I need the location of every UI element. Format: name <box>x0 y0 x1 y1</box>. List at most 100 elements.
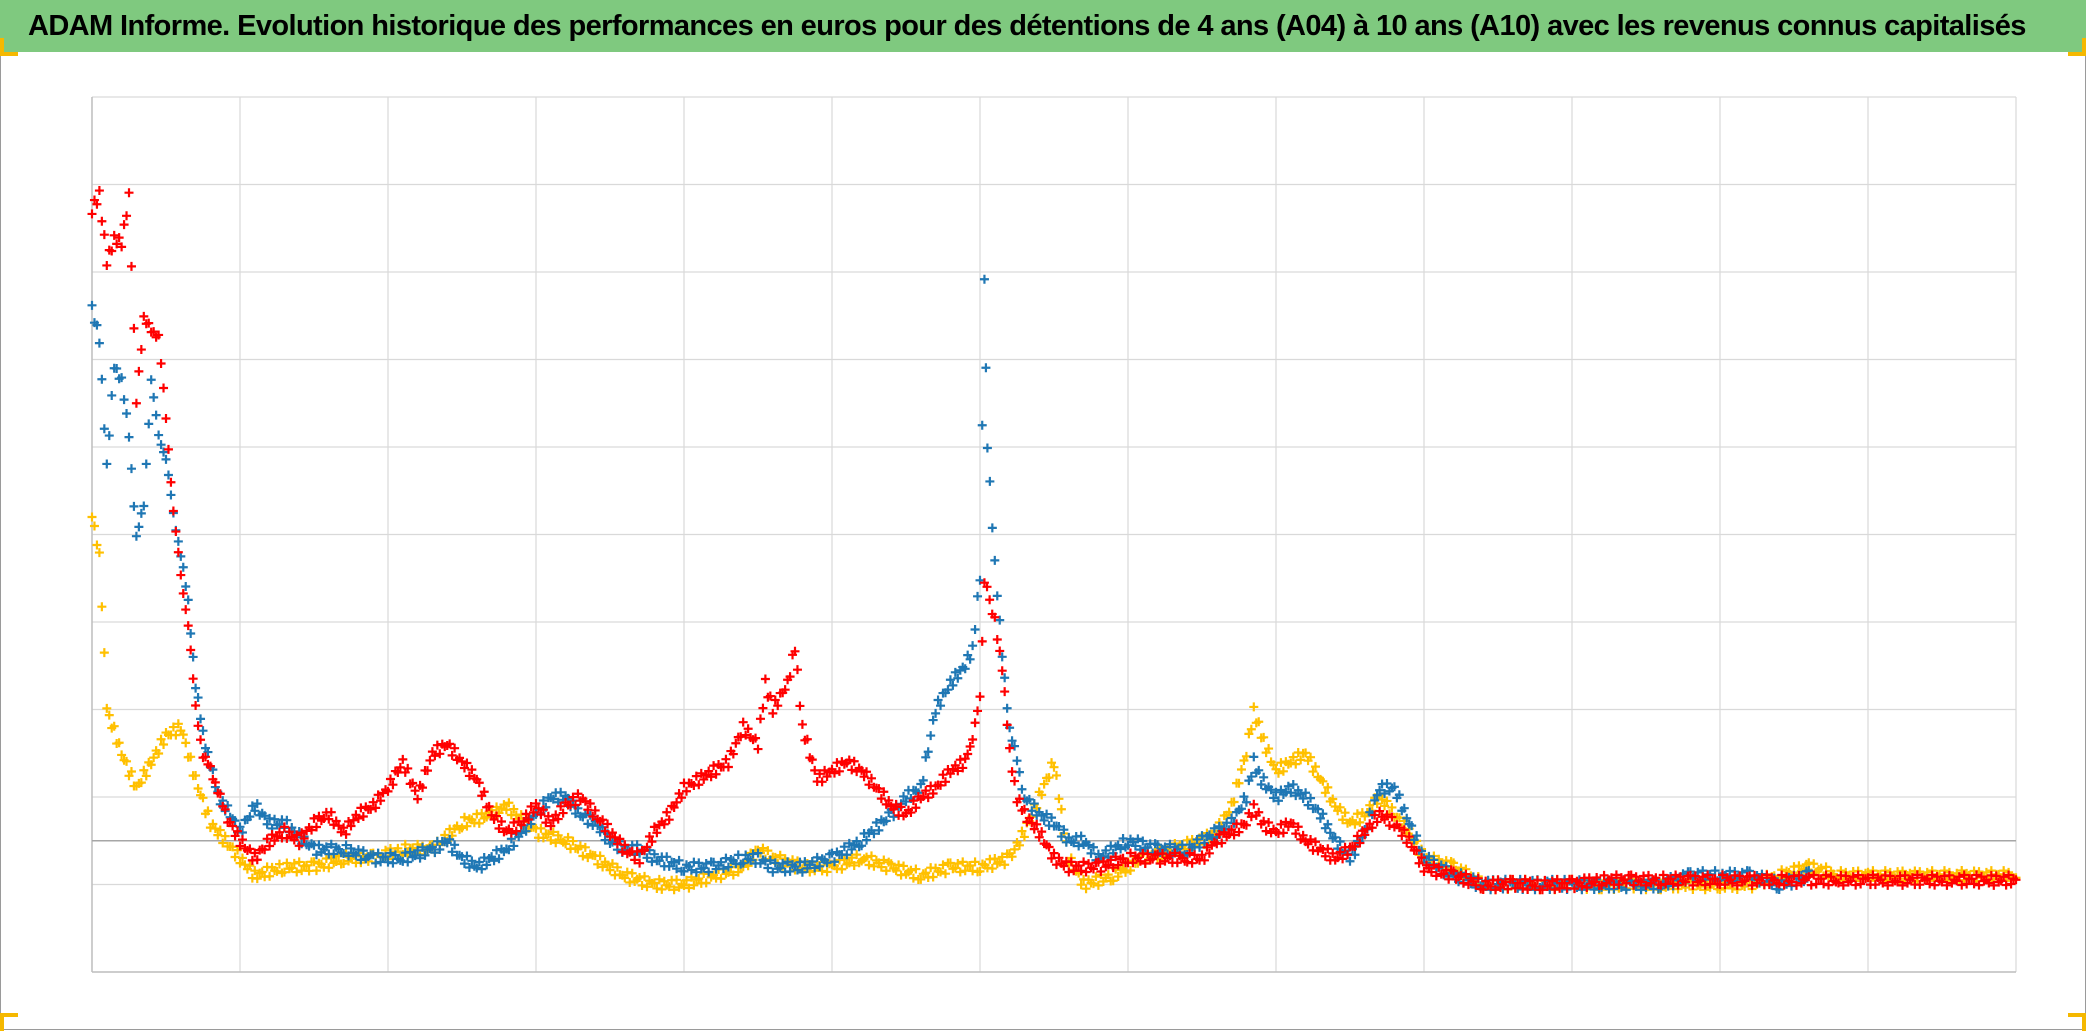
data-point-interp <box>820 765 830 775</box>
data-point-interp <box>447 750 457 760</box>
data-point <box>1256 779 1266 789</box>
data-point-interp <box>166 490 176 500</box>
data-point <box>1005 743 1015 753</box>
data-point-interp <box>1569 884 1579 894</box>
data-point-interp <box>292 867 302 877</box>
data-point-interp <box>802 734 812 744</box>
data-point <box>797 867 807 877</box>
data-point <box>649 849 659 859</box>
data-point-interp <box>1747 880 1757 890</box>
data-point-interp <box>812 852 822 862</box>
data-point-interp <box>210 777 220 787</box>
data-point-interp <box>504 845 514 855</box>
data-point-interp <box>1032 819 1042 829</box>
data-point-interp <box>112 363 122 373</box>
data-point-interp <box>1547 876 1557 886</box>
data-point-interp <box>958 763 968 773</box>
data-point <box>117 373 127 383</box>
data-point-interp <box>548 815 558 825</box>
data-point-interp <box>331 856 341 866</box>
data-point-interp <box>1054 853 1064 863</box>
data-point-interp <box>1328 848 1338 858</box>
data-point-interp <box>262 834 272 844</box>
data-point <box>620 873 630 883</box>
data-point <box>857 841 867 851</box>
data-point <box>1656 880 1666 890</box>
data-point-interp <box>1680 877 1690 887</box>
data-point-interp <box>173 547 183 557</box>
data-point-interp <box>928 715 938 725</box>
data-point <box>146 375 156 385</box>
data-point-interp <box>326 839 336 849</box>
data-point-interp <box>1915 880 1925 890</box>
data-point-interp <box>156 734 166 744</box>
data-point-interp <box>662 852 672 862</box>
data-point-interp <box>282 833 292 843</box>
data-point-interp <box>1096 866 1106 876</box>
data-point-interp <box>1853 870 1863 880</box>
data-point-interp <box>1974 880 1984 890</box>
data-point-interp <box>1937 877 1947 887</box>
data-point-interp <box>181 581 191 591</box>
data-point-interp <box>1000 673 1010 683</box>
data-point <box>353 813 363 823</box>
data-point-interp <box>881 816 891 826</box>
data-point-interp <box>1217 838 1227 848</box>
data-point-interp <box>1103 870 1113 880</box>
data-point-interp <box>314 840 324 850</box>
data-point-interp <box>403 763 413 773</box>
data-point-interp <box>388 858 398 868</box>
data-point-interp <box>89 521 99 531</box>
data-point-interp <box>556 787 566 797</box>
data-point-interp <box>129 323 139 333</box>
data-point-interp <box>181 605 191 615</box>
data-point-interp <box>1254 807 1264 817</box>
data-point-interp <box>445 739 455 749</box>
data-point-interp <box>526 801 536 811</box>
data-point-interp <box>681 875 691 885</box>
data-point-interp <box>1140 858 1150 868</box>
data-point <box>997 666 1007 676</box>
data-point-interp <box>580 796 590 806</box>
data-point-interp <box>341 829 351 839</box>
data-point-interp <box>1088 842 1098 852</box>
data-point-interp <box>1764 880 1774 890</box>
data-point-interp <box>728 870 738 880</box>
data-point-interp <box>1259 732 1269 742</box>
data-point-interp <box>186 628 196 638</box>
data-point-interp <box>504 798 514 808</box>
data-point-interp <box>1158 849 1168 859</box>
data-point <box>1064 867 1074 877</box>
data-point <box>279 822 289 832</box>
data-point-interp <box>1777 870 1787 880</box>
data-point-interp <box>1209 823 1219 833</box>
data-point-interp <box>1306 793 1316 803</box>
data-point-interp <box>543 811 553 821</box>
data-point-interp <box>669 803 679 813</box>
data-point-interp <box>376 796 386 806</box>
data-point-interp <box>1816 863 1826 873</box>
data-point-interp <box>178 730 188 740</box>
data-point-interp <box>891 866 901 876</box>
data-point-interp <box>1668 879 1678 889</box>
data-point-interp <box>899 791 909 801</box>
data-point-interp <box>1710 866 1720 876</box>
data-point-interp <box>92 199 102 209</box>
data-point-interp <box>1076 831 1086 841</box>
data-point <box>383 786 393 796</box>
data-point-interp <box>896 802 906 812</box>
data-point-interp <box>741 730 751 740</box>
data-point-interp <box>1560 878 1570 888</box>
data-point-interp <box>637 880 647 890</box>
data-point-interp <box>203 747 213 757</box>
data-point-interp <box>691 867 701 877</box>
data-point-interp <box>765 691 775 701</box>
data-point-interp <box>1054 794 1064 804</box>
data-point-interp <box>731 738 741 748</box>
data-point <box>102 703 112 713</box>
data-point-interp <box>1318 809 1328 819</box>
data-point <box>94 186 104 196</box>
data-point-interp <box>1984 878 1994 888</box>
data-point-interp <box>1313 804 1323 814</box>
data-point-interp <box>529 807 539 817</box>
